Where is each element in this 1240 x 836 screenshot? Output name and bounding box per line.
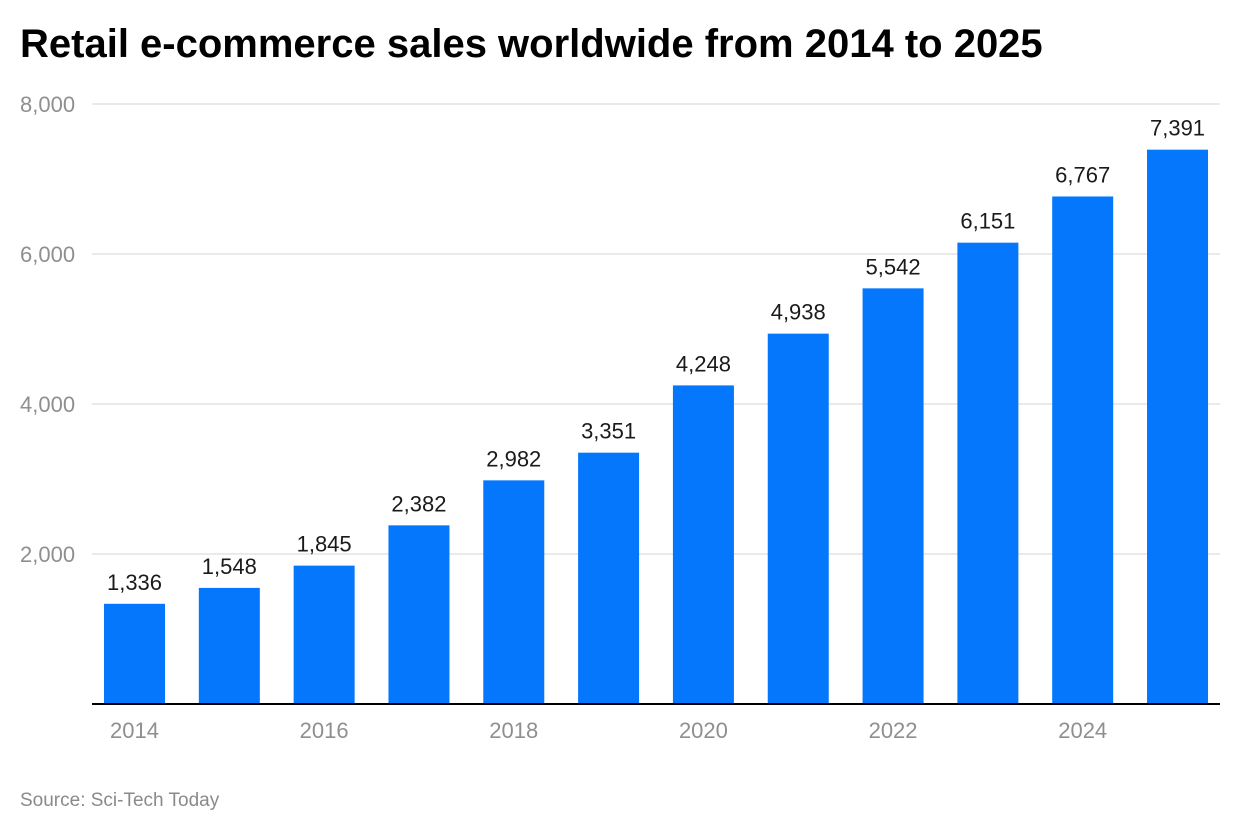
bar-2023 — [957, 242, 1019, 705]
bar-2017 — [388, 525, 450, 704]
x-tick-label: 2020 — [679, 718, 728, 743]
value-labels: 1,336 1,548 1,845 2,382 2,982 3,351 4,248 4,938… — [107, 116, 1205, 595]
value-label-2017: 2,382 — [391, 491, 446, 516]
y-axis-tick-labels: 2,000 4,000 6,000 8,000 — [20, 92, 75, 567]
bar-2016 — [293, 565, 355, 704]
bar-2020 — [672, 385, 734, 704]
x-tick-label: 2022 — [869, 718, 918, 743]
bar-2021 — [767, 333, 829, 704]
bar-2022 — [862, 288, 924, 704]
value-label-2021: 4,938 — [771, 300, 826, 325]
y-tick-label: 8,000 — [20, 92, 75, 117]
value-label-2014: 1,336 — [107, 570, 162, 595]
bar-2014 — [104, 603, 165, 704]
value-label-2025: 7,391 — [1150, 116, 1205, 141]
x-tick-label: 2024 — [1058, 718, 1107, 743]
value-label-2024: 6,767 — [1055, 162, 1110, 187]
gridlines — [92, 103, 1220, 555]
x-axis-tick-labels: 2014 2016 2018 2020 2022 2024 — [110, 718, 1107, 743]
chart-title: Retail e-commerce sales worldwide from 2… — [20, 22, 1043, 66]
bar-2019 — [578, 452, 640, 704]
bar-2018 — [483, 480, 545, 704]
value-label-2020: 4,248 — [676, 351, 731, 376]
bar-2024 — [1052, 196, 1114, 704]
source-text: Source: Sci-Tech Today — [20, 790, 220, 811]
value-label-2022: 5,542 — [866, 254, 921, 279]
bar-2025 — [1147, 149, 1209, 705]
x-tick-label: 2018 — [489, 718, 538, 743]
bar-2015 — [198, 587, 260, 704]
value-label-2018: 2,982 — [486, 446, 541, 471]
value-label-2015: 1,548 — [202, 554, 257, 579]
bar-chart: 2,000 4,000 6,000 8,000 1,336 1,548 1,845 2,38… — [20, 92, 1220, 743]
value-label-2023: 6,151 — [960, 209, 1015, 234]
bars — [104, 149, 1209, 705]
y-tick-label: 4,000 — [20, 392, 75, 417]
y-tick-label: 2,000 — [20, 542, 75, 567]
x-tick-label: 2014 — [110, 718, 159, 743]
y-tick-label: 6,000 — [20, 242, 75, 267]
value-label-2019: 3,351 — [581, 419, 636, 444]
x-tick-label: 2016 — [300, 718, 349, 743]
value-label-2016: 1,845 — [297, 532, 352, 557]
